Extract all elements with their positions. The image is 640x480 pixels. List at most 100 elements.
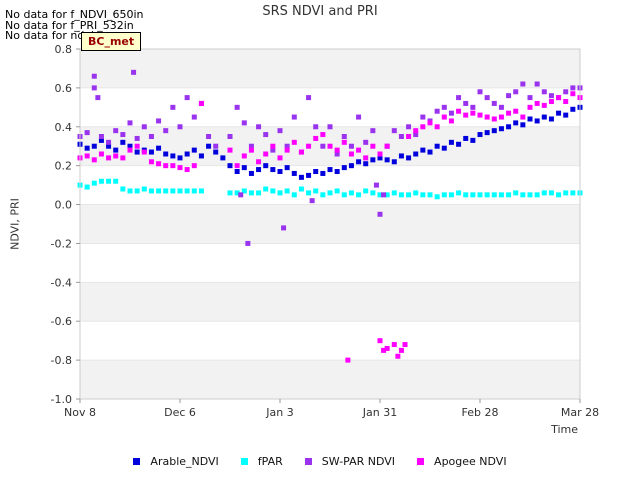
- point-apogee-ndvi: [306, 143, 312, 149]
- point-arable-ndvi: [484, 130, 490, 136]
- point-fpar: [334, 188, 340, 194]
- point-sw-par-ndvi: [306, 95, 312, 101]
- point-apogee-ndvi: [541, 102, 547, 108]
- point-fpar: [248, 190, 254, 196]
- point-apogee-ndvi: [198, 100, 204, 106]
- point-sw-par-ndvi: [541, 89, 547, 95]
- point-sw-par-ndvi: [263, 132, 269, 138]
- point-fpar: [327, 190, 333, 196]
- point-arable-ndvi: [177, 155, 183, 161]
- point-apogee-ndvi: [498, 114, 504, 120]
- point-sw-par-ndvi: [356, 114, 362, 120]
- point-sw-par-ndvi: [491, 100, 497, 106]
- point-fpar: [148, 188, 154, 194]
- point-arable-ndvi: [334, 169, 340, 174]
- point-fpar: [491, 192, 497, 198]
- point-arable-ndvi: [456, 141, 462, 147]
- point-apogee-ndvi: [420, 124, 426, 130]
- point-arable-ndvi: [248, 170, 254, 176]
- point-sw-par-ndvi: [463, 100, 469, 106]
- point-fpar: [391, 190, 397, 196]
- point-sw-par-ndvi: [477, 89, 483, 95]
- point-arable-ndvi: [120, 139, 126, 145]
- point-arable-ndvi: [170, 153, 176, 159]
- y-tick-label: 0.8: [55, 43, 73, 56]
- point-arable-ndvi: [570, 106, 576, 112]
- point-apogee-ndvi: [106, 155, 112, 161]
- station-badge: BC_met: [81, 32, 142, 51]
- point-sw-par-ndvi: [348, 143, 354, 149]
- x-tick-label: Nov 8: [64, 406, 96, 419]
- point-apogee-ndvi: [527, 104, 533, 110]
- point-sw-par-ndvi: [127, 120, 133, 126]
- point-fpar: [227, 190, 233, 196]
- point-apogee-ndvi: [184, 167, 190, 173]
- point-apogee-ndvi: [227, 147, 233, 153]
- point-apogee-ndvi: [548, 99, 554, 104]
- point-arable-ndvi: [263, 163, 269, 169]
- point-fpar: [556, 192, 562, 198]
- point-apogee-ndvi: [477, 112, 483, 118]
- point-apogee-ndvi: [234, 163, 240, 169]
- point-arable-ndvi: [513, 120, 519, 126]
- point-fpar: [398, 192, 404, 198]
- point-sw-par-ndvi: [234, 104, 240, 110]
- point-sw-par-ndvi: [241, 120, 247, 126]
- point-fpar: [134, 188, 140, 194]
- point-apogee-ndvi: [384, 345, 390, 351]
- point-apogee-ndvi: [370, 143, 376, 149]
- point-sw-par-ndvi: [91, 85, 97, 91]
- point-arable-ndvi: [191, 147, 197, 153]
- point-apogee-ndvi: [270, 143, 276, 149]
- point-fpar: [413, 190, 419, 196]
- point-arable-ndvi: [384, 157, 390, 163]
- legend-item-apogee-ndvi: Apogee NDVI: [417, 455, 507, 468]
- point-arable-ndvi: [441, 145, 447, 151]
- point-arable-ndvi: [520, 122, 526, 128]
- point-sw-par-ndvi: [120, 132, 126, 138]
- point-apogee-ndvi: [120, 155, 126, 161]
- point-sw-par-ndvi: [320, 143, 326, 149]
- point-fpar: [170, 188, 176, 194]
- point-sw-par-ndvi: [570, 85, 576, 91]
- point-apogee-ndvi: [463, 112, 469, 118]
- point-apogee-ndvi: [427, 120, 433, 126]
- point-arable-ndvi: [270, 167, 276, 173]
- point-arable-ndvi: [127, 143, 133, 149]
- y-tick-label: 0.6: [55, 82, 73, 95]
- point-arable-ndvi: [206, 143, 212, 149]
- nodata-message-2: No data for f_PRI_532in: [5, 19, 134, 32]
- legend: Arable_NDVI fPAR SW-PAR NDVI Apogee NDVI: [0, 455, 640, 468]
- point-arable-ndvi: [227, 163, 233, 169]
- point-fpar: [456, 190, 462, 196]
- point-arable-ndvi: [327, 167, 333, 173]
- point-fpar: [470, 192, 476, 198]
- point-apogee-ndvi: [441, 114, 447, 120]
- point-fpar: [527, 192, 533, 198]
- point-fpar: [256, 190, 262, 196]
- point-sw-par-ndvi: [98, 134, 104, 139]
- point-sw-par-ndvi: [484, 95, 490, 101]
- point-sw-par-ndvi: [170, 104, 176, 110]
- legend-swatch-arable-ndvi: [133, 458, 141, 465]
- legend-label-arable-ndvi: Arable_NDVI: [150, 455, 219, 468]
- legend-item-sw-par-ndvi: SW-PAR NDVI: [304, 455, 395, 468]
- point-fpar: [513, 190, 519, 196]
- point-fpar: [156, 188, 162, 194]
- point-apogee-ndvi: [320, 132, 326, 138]
- chart-title: SRS NDVI and PRI: [262, 4, 378, 19]
- point-fpar: [120, 186, 126, 192]
- y-tick-label: -0.4: [51, 276, 72, 289]
- point-arable-ndvi: [406, 155, 412, 161]
- point-apogee-ndvi: [456, 108, 462, 114]
- point-sw-par-ndvi: [291, 114, 297, 120]
- point-apogee-ndvi: [506, 110, 512, 116]
- point-sw-par-ndvi: [498, 104, 504, 110]
- point-fpar: [263, 186, 269, 192]
- point-apogee-ndvi: [381, 347, 387, 353]
- point-sw-par-ndvi: [506, 93, 512, 99]
- point-arable-ndvi: [527, 116, 533, 122]
- point-arable-ndvi: [398, 153, 404, 159]
- point-apogee-ndvi: [484, 114, 490, 120]
